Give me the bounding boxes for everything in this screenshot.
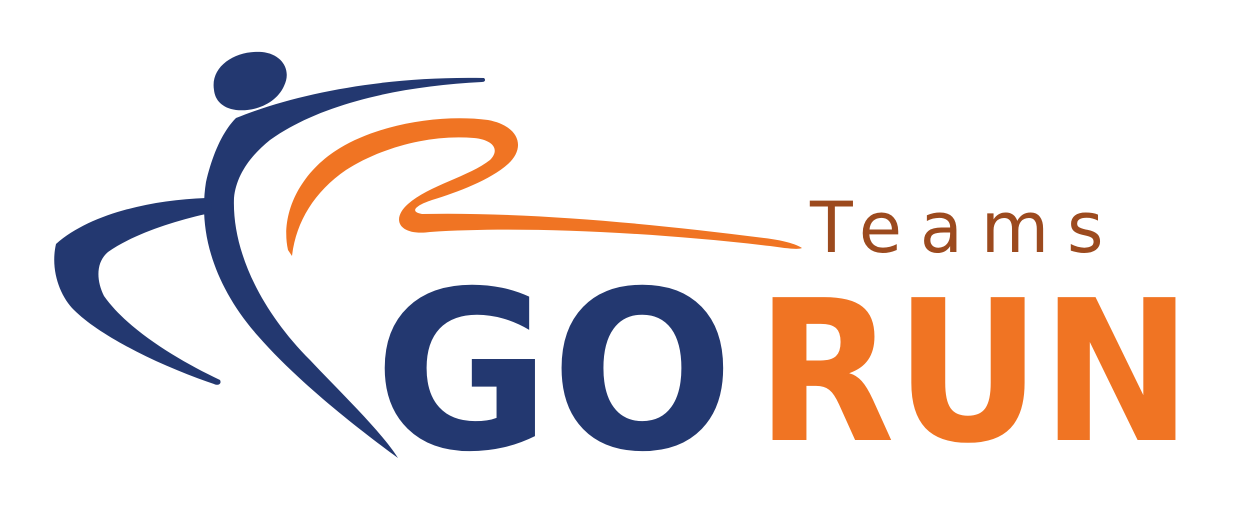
runner-head-icon [213, 51, 287, 111]
run-label: RUN [756, 259, 1192, 487]
runner-leg-icon [54, 198, 221, 385]
teams-label: Teams [809, 187, 1121, 269]
go-label: GO [374, 244, 734, 500]
orange-swoosh-icon [286, 118, 802, 257]
